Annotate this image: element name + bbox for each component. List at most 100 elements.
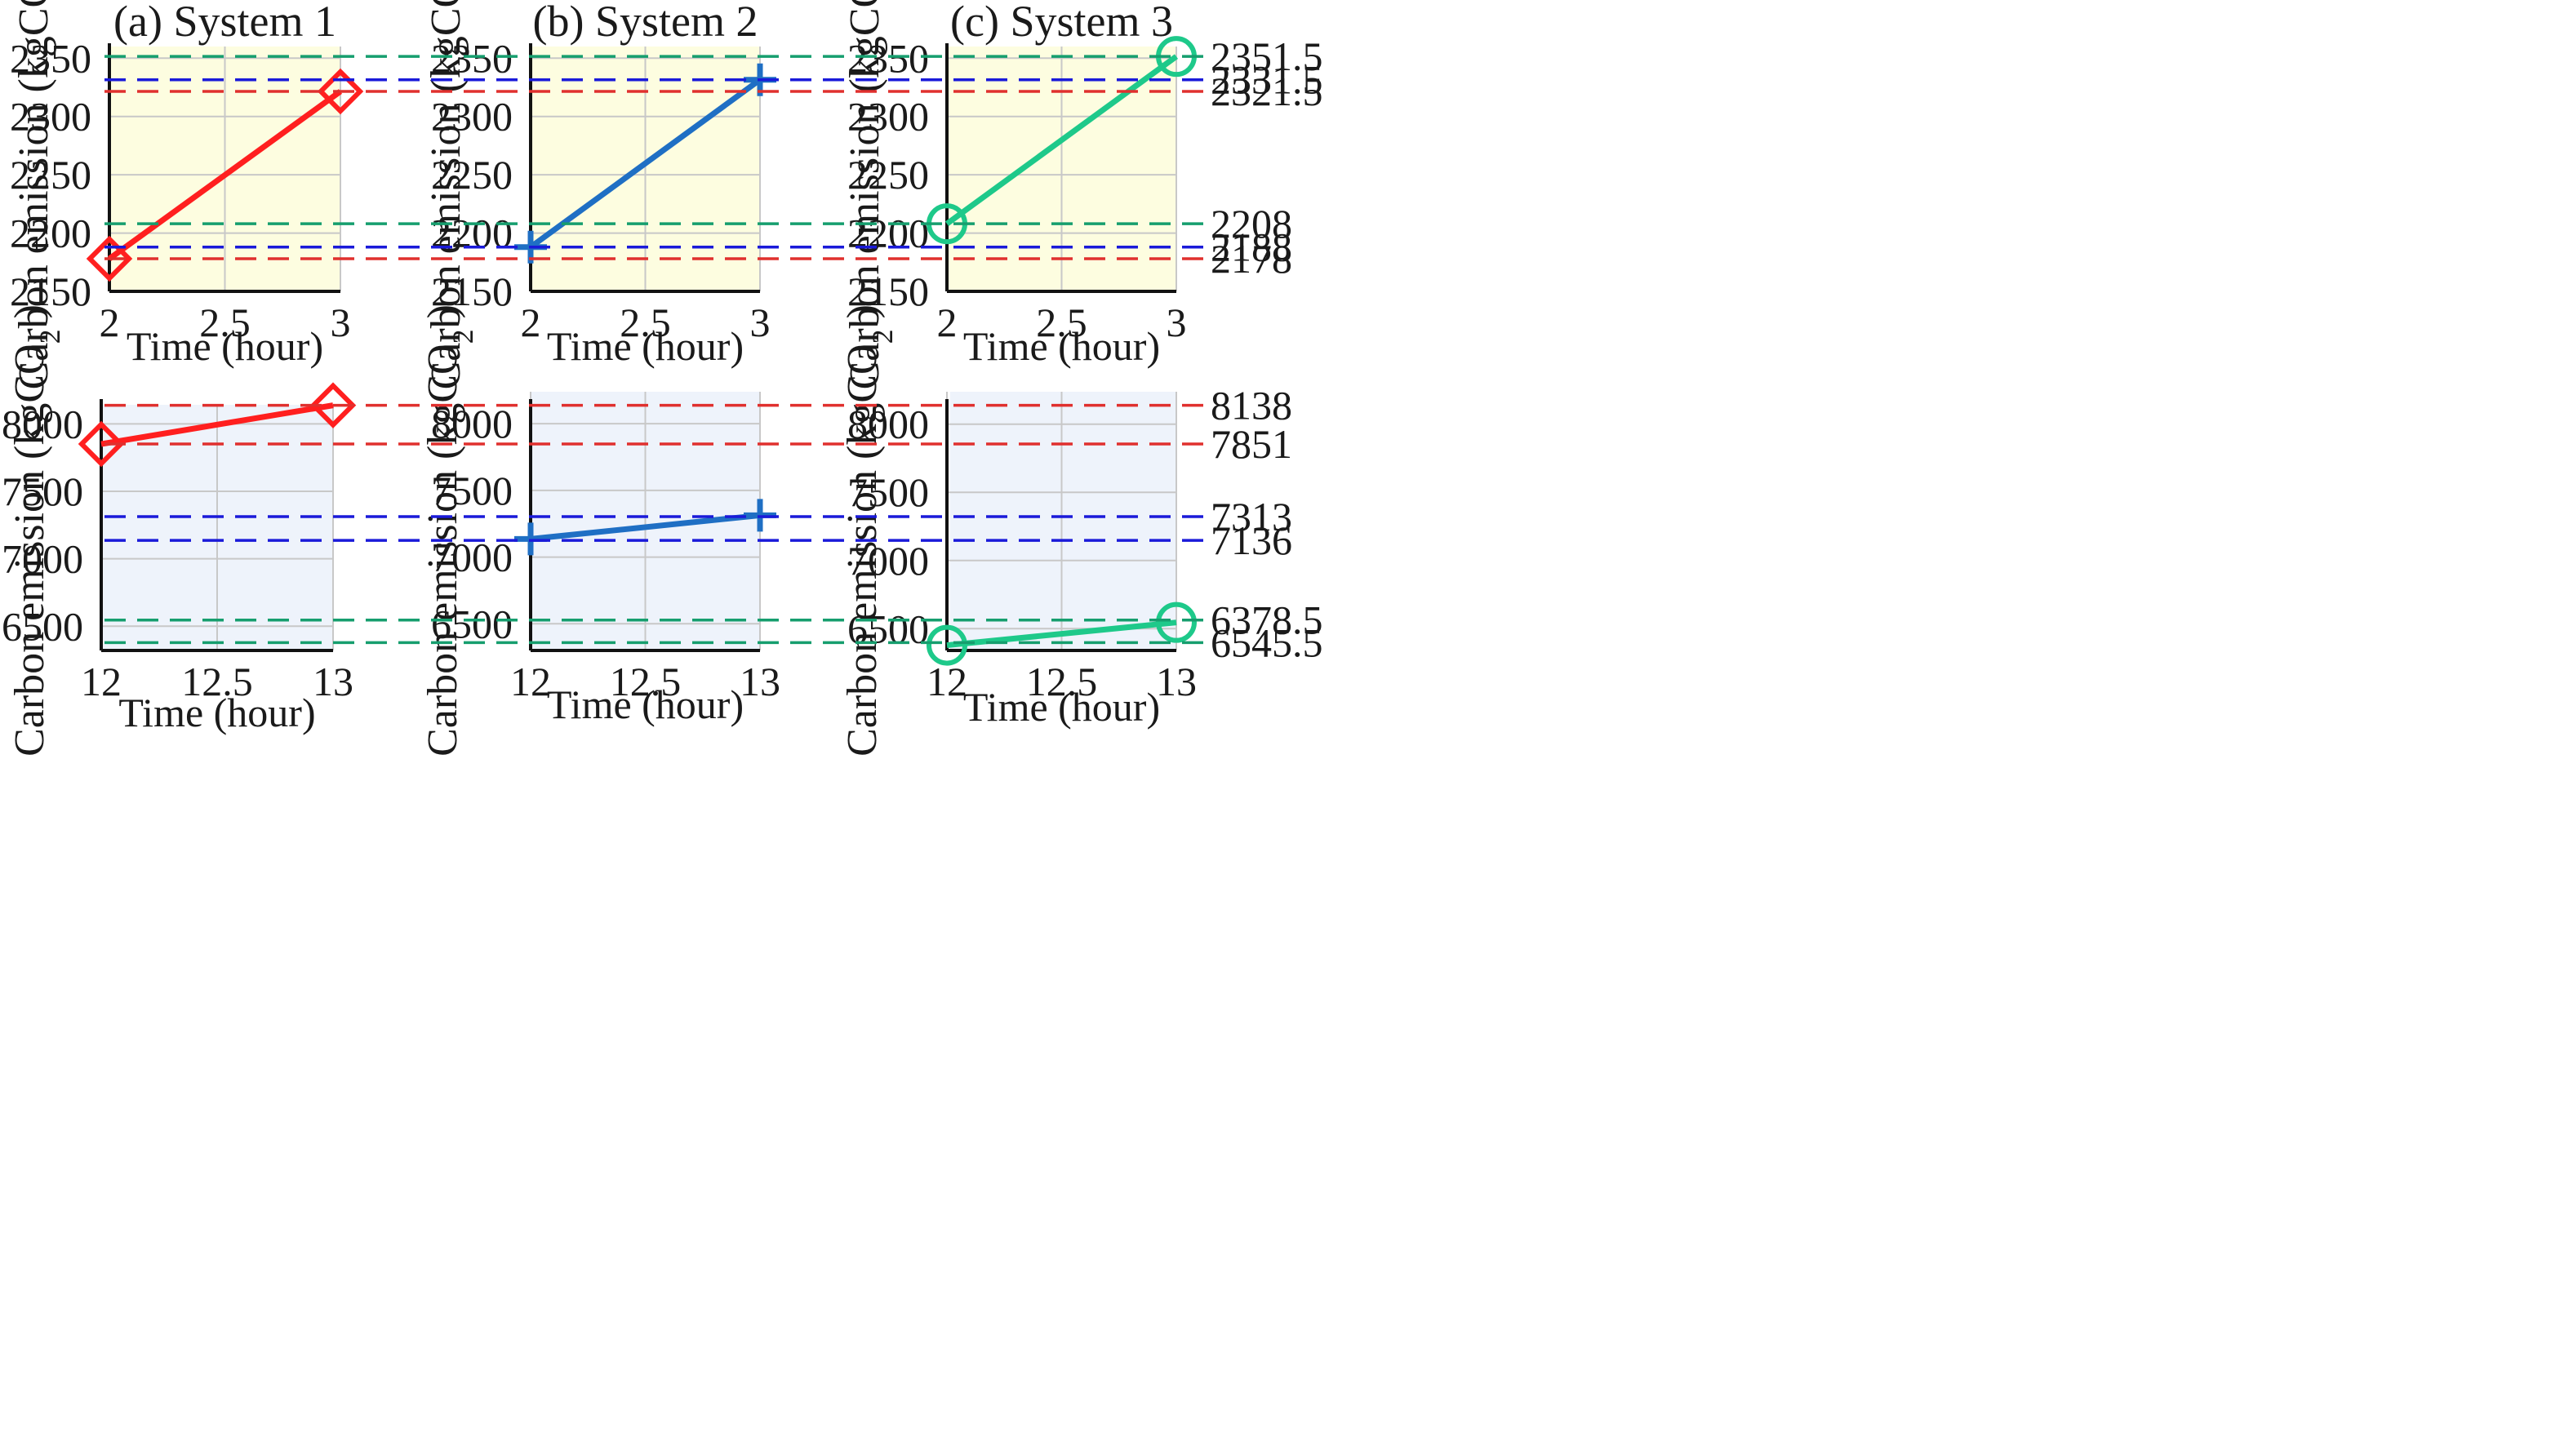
reference-line-label: 2178 [1211, 236, 1292, 282]
y-tick-label: 2200 [10, 211, 91, 256]
x-tick-label: 13 [313, 659, 353, 704]
y-axis-label-end: ) [7, 304, 53, 329]
y-tick-label: 2350 [10, 35, 91, 81]
y-tick-label: 2150 [431, 269, 513, 314]
data-point-circle [1156, 601, 1197, 643]
reference-line-label: 2188 [1211, 224, 1292, 270]
x-tick-label: 2 [100, 300, 120, 345]
data-point-diamond [317, 68, 364, 115]
x-tick-label: 12 [81, 659, 122, 704]
x-tick-label: 2.5 [1036, 300, 1087, 345]
x-tick-label: 3 [750, 300, 771, 345]
y-tick-label: 2250 [431, 152, 513, 198]
reference-line-label: 7313 [1211, 494, 1292, 539]
y-tick-label: 8000 [847, 402, 929, 447]
x-axis-label: Time (hour) [963, 684, 1160, 730]
reference-line-label: 7851 [1211, 421, 1292, 467]
x-axis-label: Time (hour) [127, 323, 323, 369]
data-point-diamond [78, 420, 125, 468]
y-axis-label-subscript: 2 [33, 329, 66, 344]
x-tick-label: 2.5 [620, 300, 671, 345]
data-point-plus [514, 522, 547, 556]
x-tick-label: 13 [1156, 659, 1197, 704]
y-tick-label: 6500 [431, 601, 513, 646]
panel-title: (a) System 1 [113, 0, 336, 46]
y-tick-label: 8000 [431, 401, 513, 446]
data-point-diamond [309, 382, 357, 428]
x-tick-label: 12.5 [181, 659, 253, 704]
reference-line-label: 8138 [1211, 383, 1292, 428]
y-axis-label-text: Carbon emission (kgCO [7, 344, 53, 757]
reference-line-label: 2321.5 [1211, 69, 1323, 114]
x-tick-label: 2 [937, 300, 958, 345]
data-point-circle [927, 624, 967, 666]
panel-title: (c) System 3 [950, 0, 1173, 46]
y-tick-label: 2250 [10, 152, 91, 198]
y-tick-label: 2150 [10, 269, 91, 314]
y-tick-label: 2350 [847, 35, 929, 81]
x-axis-label: Time (hour) [547, 681, 744, 727]
series-line [530, 512, 761, 542]
y-tick-label: 2250 [847, 152, 929, 198]
series-line [528, 77, 762, 250]
y-axis-label: Carbon emission (kgCO2) [842, 0, 901, 389]
x-axis-label: Time (hour) [963, 323, 1160, 369]
y-axis-label-text: Carbon emission (kgCO [842, 0, 888, 389]
x-axis-label: Time (hour) [547, 323, 744, 369]
y-axis-label-end: ) [420, 304, 466, 329]
series-line [944, 54, 1179, 226]
y-tick-label: 2350 [431, 35, 513, 81]
y-tick-label: 2300 [10, 94, 91, 140]
y-axis-label: Carbon emission (kgCO2 ) [420, 304, 479, 757]
y-tick-label: 7000 [847, 538, 929, 584]
y-tick-label: 2300 [847, 94, 929, 140]
y-tick-label: 7500 [847, 469, 929, 515]
y-axis-label-subscript: 2 [447, 329, 479, 344]
series-line [100, 402, 334, 447]
reference-line-label: 2331.5 [1211, 57, 1323, 103]
reference-line-label: 6378.5 [1211, 597, 1323, 643]
y-tick-label: 8000 [2, 401, 83, 446]
x-tick-label: 12.5 [1026, 659, 1098, 704]
reference-line-label: 2208 [1211, 201, 1292, 246]
reference-line-label: 7136 [1211, 517, 1292, 563]
panel-title: (b) System 2 [533, 0, 758, 46]
x-tick-label: 3 [1167, 300, 1187, 345]
y-axis-label-text: Carbon emission (kgCO [420, 344, 466, 757]
y-axis-label: Carbon emission (kgCO2) [423, 0, 482, 389]
y-axis-label-text: Carbon emission (kgCO [423, 0, 469, 389]
y-tick-label: 7000 [2, 536, 83, 582]
y-tick-label: 2300 [431, 94, 513, 140]
y-axis-label-text: Carbon emission (kgCO [11, 0, 57, 389]
y-tick-label: 6500 [2, 603, 83, 649]
x-tick-label: 12 [510, 659, 551, 704]
x-tick-label: 3 [331, 300, 351, 345]
y-axis-label-text: Carbon emission (kgCO [839, 344, 886, 757]
x-axis-label: Time (hour) [118, 690, 315, 735]
y-tick-label: 2150 [847, 269, 929, 314]
y-axis-label-subscript: 2 [866, 329, 899, 344]
data-point-diamond [86, 235, 133, 282]
plot-background [950, 392, 1176, 650]
x-tick-label: 2 [521, 300, 541, 345]
reference-line-label: 6545.5 [1211, 619, 1323, 665]
series-line [946, 619, 1177, 649]
reference-line-label: 2351.5 [1211, 33, 1323, 79]
y-tick-label: 7500 [2, 468, 83, 514]
x-tick-label: 2.5 [199, 300, 251, 345]
y-tick-label: 7500 [431, 468, 513, 513]
y-axis-label: Carbon emission (kgCO2) [11, 0, 70, 389]
y-axis-label: Carbon emission (kgCO2 ) [7, 304, 66, 757]
y-axis-label-end: ) [839, 304, 886, 329]
x-tick-label: 12.5 [610, 659, 682, 704]
x-tick-label: 12 [927, 659, 967, 704]
series-line [107, 89, 343, 261]
